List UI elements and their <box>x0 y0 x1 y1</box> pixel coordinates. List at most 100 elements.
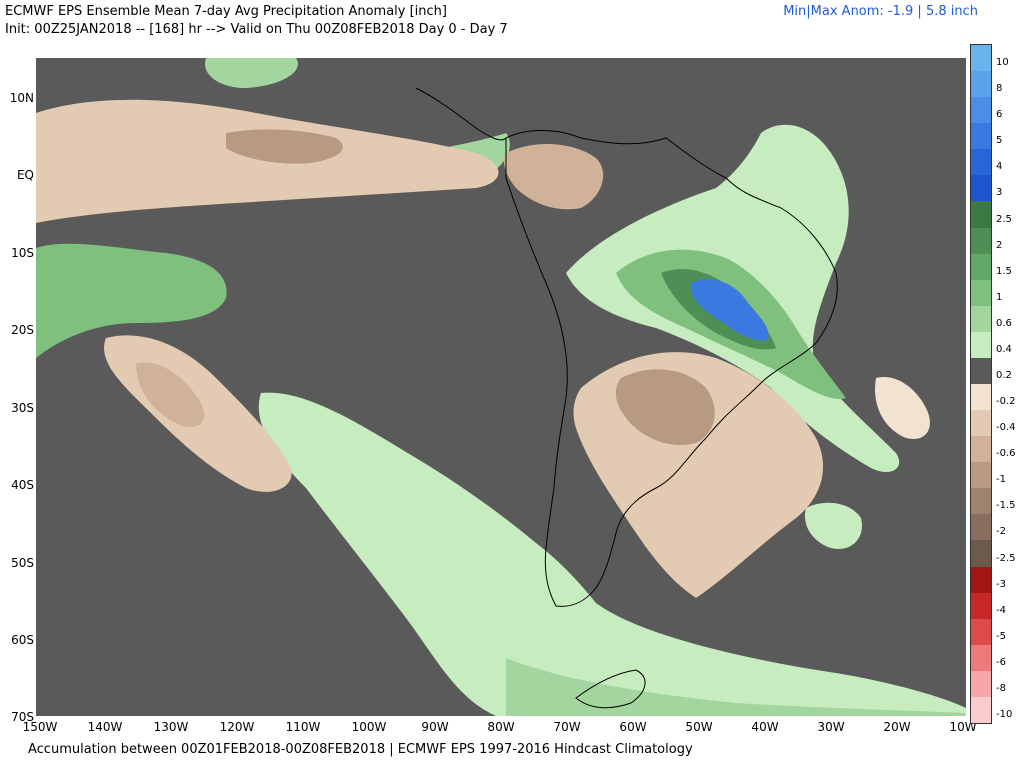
colorbar-swatch <box>971 45 991 72</box>
colorbar-swatch <box>971 514 991 541</box>
colorbar-label: -6 <box>996 656 1006 668</box>
lat-label-50s: 50S <box>11 556 34 570</box>
colorbar-label: 4 <box>996 161 1003 173</box>
chart-title: ECMWF EPS Ensemble Mean 7-day Avg Precip… <box>5 4 447 19</box>
colorbar-swatch <box>971 644 991 672</box>
south-atlantic-wet-patch <box>804 502 862 549</box>
colorbar-label: 0.4 <box>996 343 1012 355</box>
colorbar-swatch <box>971 279 991 307</box>
east-atlantic-dry-patch <box>875 377 930 439</box>
colorbar-swatch <box>971 227 991 255</box>
northern-south-america-dry <box>504 143 604 210</box>
colorbar-swatch <box>971 201 991 229</box>
colorbar-label: 5 <box>996 135 1003 147</box>
brazil-max-anomaly-blue <box>690 279 769 341</box>
map-canvas <box>36 58 966 716</box>
lat-label-20s: 20S <box>11 323 34 337</box>
lon-label-100w: 100W <box>351 720 387 734</box>
colorbar-swatch <box>971 540 991 568</box>
wet-anomaly-fields <box>36 58 966 716</box>
colorbar-swatch <box>971 696 991 724</box>
lat-label-70s: 70S <box>11 710 34 724</box>
colorbar-label: 2 <box>996 239 1003 251</box>
south-pacific-dry-core <box>136 362 205 427</box>
lon-label-70w: 70W <box>553 720 581 734</box>
south-pacific-wet-band <box>258 392 966 716</box>
lon-label-110w: 110W <box>285 720 321 734</box>
colorbar-label: -10 <box>996 708 1013 720</box>
colorbar-label: 8 <box>996 83 1003 95</box>
lon-label-90w: 90W <box>421 720 449 734</box>
antarctic-peninsula-coastline <box>575 669 646 709</box>
lon-label-10w: 10W <box>949 720 977 734</box>
lon-label-40w: 40W <box>751 720 779 734</box>
colorbar-label: -0.4 <box>996 422 1016 434</box>
lon-label-50w: 50W <box>685 720 713 734</box>
lon-label-30w: 30W <box>817 720 845 734</box>
central-america-coastline <box>415 87 507 141</box>
colorbar-swatch <box>971 462 991 489</box>
colorbar-label: -2.5 <box>996 552 1016 564</box>
colorbar-swatch <box>971 305 991 333</box>
colorbar-swatch <box>971 71 991 98</box>
equatorial-pacific-dry-core <box>226 129 343 164</box>
colorbar-swatch <box>971 149 991 176</box>
colorbar-swatch <box>971 253 991 281</box>
lat-label-40s: 40S <box>11 478 34 492</box>
north-pacific-wet-patch <box>205 58 298 88</box>
colorbar-swatch <box>971 331 991 359</box>
footer-caption: Accumulation between 00Z01FEB2018-00Z08F… <box>28 742 693 757</box>
lat-label-eq: EQ <box>16 168 34 182</box>
colorbar-label: 1.5 <box>996 265 1012 277</box>
colorbar-swatch <box>971 384 991 411</box>
colorbar <box>970 44 992 724</box>
colorbar-label: 2.5 <box>996 213 1012 225</box>
colorbar-label: 10 <box>996 57 1009 69</box>
colorbar-label: -2 <box>996 526 1006 538</box>
coastlines <box>415 87 838 709</box>
colorbar-label: 3 <box>996 187 1003 199</box>
colorbar-label: 1 <box>996 291 1003 303</box>
lon-label-130w: 130W <box>153 720 189 734</box>
precipitation-anomaly-map <box>36 58 966 716</box>
colorbar-swatch <box>971 618 991 646</box>
colorbar-swatch <box>971 436 991 463</box>
lat-label-60s: 60S <box>11 633 34 647</box>
anomaly-range-label: Min|Max Anom: -1.9 | 5.8 inch <box>783 4 978 19</box>
lat-label-30s: 30S <box>11 401 34 415</box>
colorbar-swatch <box>971 97 991 124</box>
colorbar-label: -1.5 <box>996 500 1016 512</box>
colorbar-label: 6 <box>996 109 1003 121</box>
lat-label-10n: 10N <box>9 91 34 105</box>
colorbar-swatch <box>971 566 991 594</box>
colorbar-label: 0.6 <box>996 317 1012 329</box>
colorbar-label: -3 <box>996 578 1006 590</box>
colorbar-label: -5 <box>996 630 1006 642</box>
west-pacific-wet-patch <box>36 243 227 358</box>
colorbar-swatch <box>971 670 991 698</box>
chart-subtitle: Init: 00Z25JAN2018 -- [168] hr --> Valid… <box>5 22 508 37</box>
colorbar-label: -0.6 <box>996 448 1016 460</box>
colorbar-label: -4 <box>996 604 1006 616</box>
south-america-coastline <box>505 130 838 607</box>
lon-label-120w: 120W <box>219 720 255 734</box>
colorbar-swatch <box>971 410 991 437</box>
lon-label-60w: 60W <box>619 720 647 734</box>
colorbar-label: -1 <box>996 474 1006 486</box>
colorbar-swatch <box>971 592 991 620</box>
colorbar-label: -0.2 <box>996 396 1016 408</box>
lon-label-140w: 140W <box>87 720 123 734</box>
colorbar-label: 0.2 <box>996 369 1012 381</box>
dry-anomaly-fields <box>36 99 930 598</box>
lon-label-150w: 150W <box>22 720 58 734</box>
colorbar-swatch <box>971 175 991 202</box>
colorbar-swatch <box>971 123 991 150</box>
colorbar-label: -8 <box>996 682 1006 694</box>
lon-label-80w: 80W <box>487 720 515 734</box>
lat-label-10s: 10S <box>11 246 34 260</box>
southern-cone-dry-core <box>615 369 715 446</box>
colorbar-swatch <box>971 357 991 385</box>
southern-ocean-wet-band <box>506 658 966 716</box>
colorbar-swatch <box>971 488 991 515</box>
lon-label-20w: 20W <box>883 720 911 734</box>
